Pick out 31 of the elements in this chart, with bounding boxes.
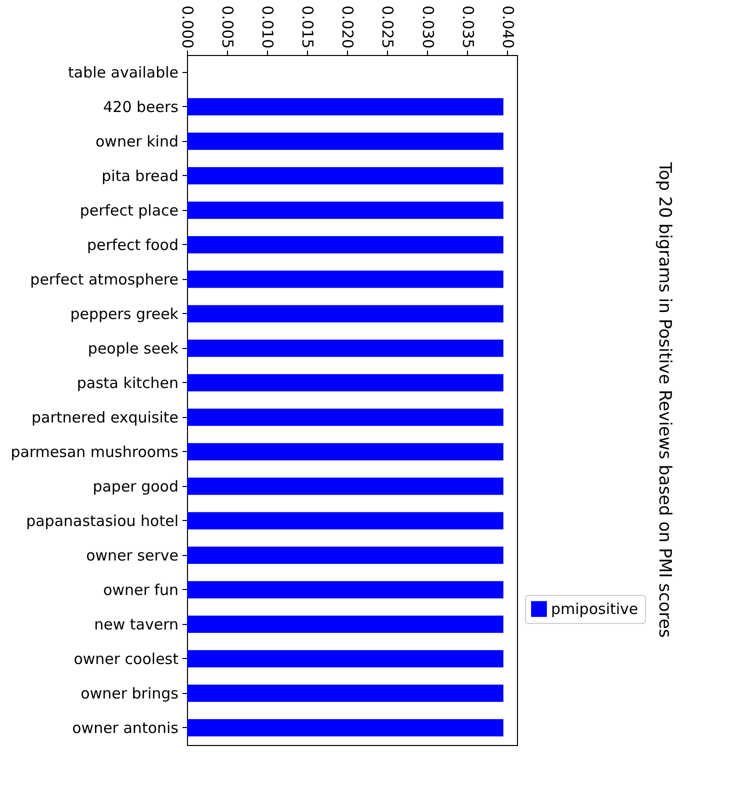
y-tick-label: pita bread: [102, 166, 178, 185]
x-tick-label: 0.000: [178, 6, 196, 48]
y-tick-label: papanastasiou hotel: [26, 512, 178, 530]
y-tick-label: partnered exquisite: [32, 408, 178, 426]
y-tick-label: people seek: [88, 339, 179, 358]
y-tick-label: pasta kitchen: [76, 374, 178, 392]
y-tick-label: perfect atmosphere: [30, 270, 178, 288]
y-tick-label: peppers greek: [70, 304, 179, 323]
x-tick-label: 0.025: [378, 6, 397, 48]
y-tick-label: owner coolest: [74, 650, 179, 668]
x-tick-label: 0.020: [338, 6, 357, 48]
x-tick-label: 0.005: [218, 6, 237, 48]
y-tick-label: 420 beers: [103, 98, 179, 116]
legend-label: pmipositive: [551, 600, 638, 618]
y-tick-label: parmesan mushrooms: [10, 442, 179, 461]
y-tick-label: owner antonis: [72, 718, 179, 737]
y-tick-label: owner serve: [86, 546, 178, 564]
y-tick-label: new tavern: [94, 615, 178, 634]
x-tick-label: 0.015: [298, 6, 317, 48]
x-tick-label: 0.030: [418, 6, 437, 48]
x-tick-label: 0.010: [258, 6, 277, 48]
y-tick-label: owner brings: [80, 684, 179, 702]
y-tick-label: table available: [68, 63, 178, 82]
text: Top 20 bigrams in Positive Reviews based on PMI scores: [654, 161, 674, 638]
x-tick-label: 0.035: [458, 6, 477, 48]
x-tick-label: 0.040: [498, 6, 517, 48]
y-tick-label: perfect place: [80, 201, 178, 220]
y-tick-label: paper good: [92, 477, 178, 496]
y-tick-label: owner fun: [103, 580, 178, 599]
y-tick-label: perfect food: [87, 236, 178, 254]
y-tick-label: owner kind: [96, 132, 178, 150]
